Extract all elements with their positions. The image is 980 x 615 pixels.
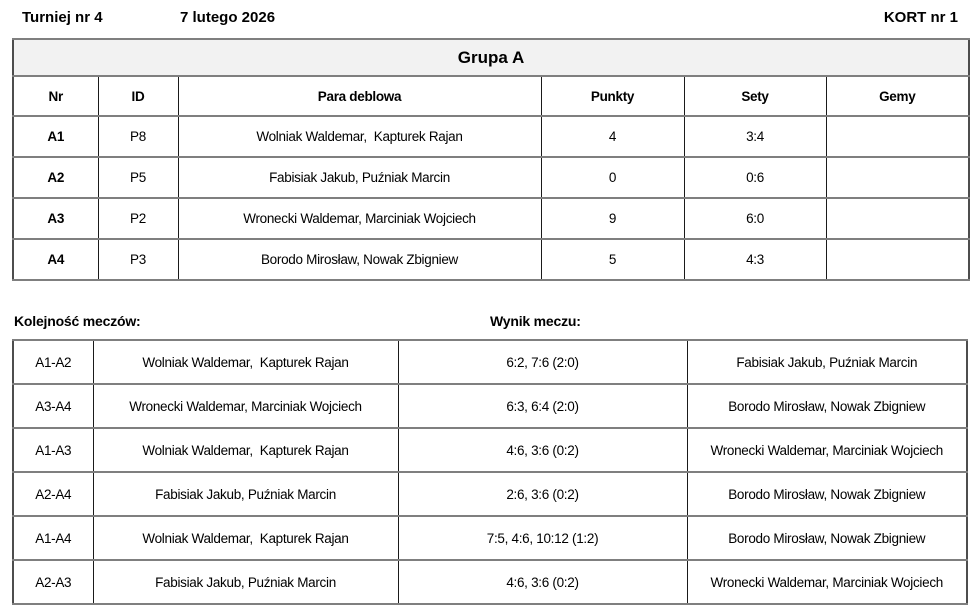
cell-score: 4:6, 3:6 (0:2) (397, 559, 688, 605)
tournament-date: 7 lutego 2026 (180, 9, 276, 26)
tournament-title: Turniej nr 4 (22, 9, 103, 26)
cell-nr: A2 (12, 156, 99, 199)
col-header-sets: Sety (683, 75, 827, 117)
cell-pair1: Wronecki Waldemar, Marciniak Wojciech (92, 383, 399, 429)
table-row: A1-A3 Wolniak Waldemar, Kapturek Rajan 4… (12, 427, 968, 473)
cell-match-code: A2-A3 (12, 559, 94, 605)
group-title: Grupa A (13, 38, 970, 77)
cell-score: 7:5, 4:6, 10:12 (1:2) (397, 515, 688, 561)
match-result-label: Wynik meczu: (490, 313, 581, 329)
cell-points: 0 (540, 156, 685, 199)
cell-match-code: A1-A4 (12, 515, 94, 561)
cell-points: 5 (540, 238, 685, 281)
cell-score: 2:6, 3:6 (0:2) (397, 471, 688, 517)
table-row: A2-A3 Fabisiak Jakub, Puźniak Marcin 4:6… (12, 559, 968, 605)
cell-sets: 4:3 (683, 238, 827, 281)
col-header-points: Punkty (540, 75, 685, 117)
cell-pair: Borodo Mirosław, Nowak Zbigniew (177, 238, 542, 281)
cell-pair1: Wolniak Waldemar, Kapturek Rajan (92, 427, 399, 473)
cell-id: P8 (97, 115, 179, 158)
cell-pair: Wolniak Waldemar, Kapturek Rajan (177, 115, 542, 158)
cell-pair1: Wolniak Waldemar, Kapturek Rajan (92, 515, 399, 561)
cell-match-code: A1-A2 (12, 339, 94, 385)
group-a-table: Grupa A Nr ID Para deblowa Punkty Sety G… (12, 38, 971, 281)
cell-nr: A4 (12, 238, 99, 281)
table-row: A3 P2 Wronecki Waldemar, Marciniak Wojci… (12, 197, 970, 240)
cell-match-code: A2-A4 (12, 471, 94, 517)
cell-points: 4 (540, 115, 685, 158)
cell-pair2: Borodo Mirosław, Nowak Zbigniew (686, 471, 968, 517)
cell-score: 6:3, 6:4 (2:0) (397, 383, 688, 429)
cell-points: 9 (540, 197, 685, 240)
table-row: A2-A4 Fabisiak Jakub, Puźniak Marcin 2:6… (12, 471, 968, 517)
cell-pair1: Fabisiak Jakub, Puźniak Marcin (92, 471, 399, 517)
match-order-label: Kolejność meczów: (14, 313, 141, 329)
cell-pair2: Borodo Mirosław, Nowak Zbigniew (686, 383, 968, 429)
cell-id: P2 (97, 197, 179, 240)
cell-nr: A1 (12, 115, 99, 158)
col-header-id: ID (97, 75, 179, 117)
cell-pair2: Borodo Mirosław, Nowak Zbigniew (686, 515, 968, 561)
cell-games (825, 156, 970, 199)
cell-games (825, 115, 970, 158)
cell-games (825, 197, 970, 240)
cell-id: P5 (97, 156, 179, 199)
cell-pair2: Wronecki Waldemar, Marciniak Wojciech (686, 427, 968, 473)
cell-sets: 6:0 (683, 197, 827, 240)
table-row: A1-A4 Wolniak Waldemar, Kapturek Rajan 7… (12, 515, 968, 561)
group-title-row: Grupa A (13, 38, 970, 77)
cell-pair2: Fabisiak Jakub, Puźniak Marcin (686, 339, 968, 385)
cell-pair1: Wolniak Waldemar, Kapturek Rajan (92, 339, 399, 385)
cell-sets: 3:4 (683, 115, 827, 158)
col-header-games: Gemy (825, 75, 970, 117)
cell-score: 6:2, 7:6 (2:0) (397, 339, 688, 385)
cell-pair: Wronecki Waldemar, Marciniak Wojciech (177, 197, 542, 240)
table-row: A1 P8 Wolniak Waldemar, Kapturek Rajan 4… (12, 115, 970, 158)
col-header-nr: Nr (12, 75, 99, 117)
table-row: A3-A4 Wronecki Waldemar, Marciniak Wojci… (12, 383, 968, 429)
cell-pair: Fabisiak Jakub, Puźniak Marcin (177, 156, 542, 199)
cell-id: P3 (97, 238, 179, 281)
cell-pair1: Fabisiak Jakub, Puźniak Marcin (92, 559, 399, 605)
court-label: KORT nr 1 (883, 9, 958, 26)
match-results-table: A1-A2 Wolniak Waldemar, Kapturek Rajan 6… (12, 339, 968, 605)
cell-sets: 0:6 (683, 156, 827, 199)
cell-pair2: Wronecki Waldemar, Marciniak Wojciech (686, 559, 968, 605)
table-row: A1-A2 Wolniak Waldemar, Kapturek Rajan 6… (12, 339, 968, 385)
cell-match-code: A3-A4 (12, 383, 94, 429)
table-row: A2 P5 Fabisiak Jakub, Puźniak Marcin 0 0… (12, 156, 970, 199)
cell-score: 4:6, 3:6 (0:2) (397, 427, 688, 473)
col-header-pair: Para deblowa (177, 75, 542, 117)
cell-nr: A3 (12, 197, 99, 240)
cell-match-code: A1-A3 (12, 427, 94, 473)
group-header-row: Nr ID Para deblowa Punkty Sety Gemy (12, 75, 970, 117)
cell-games (825, 238, 970, 281)
table-row: A4 P3 Borodo Mirosław, Nowak Zbigniew 5 … (12, 238, 970, 281)
